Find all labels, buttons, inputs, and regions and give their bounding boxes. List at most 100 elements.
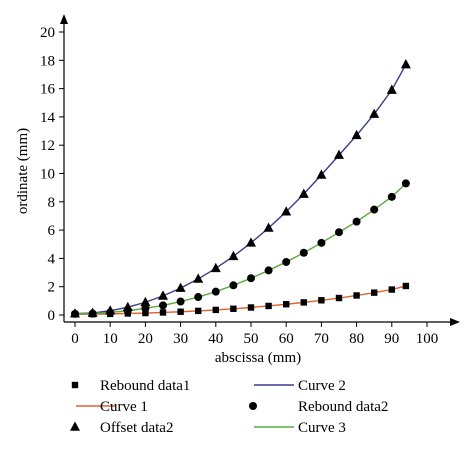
rebound-data2-point — [247, 274, 255, 283]
legend: Rebound data1 Curve 2 Curve 1 Rebound data2… — [70, 378, 388, 436]
rebound-data2-point — [401, 179, 410, 188]
rebound-data1-point — [265, 302, 272, 310]
rebound-data2-point — [106, 308, 115, 317]
rebound-data1-point — [247, 304, 255, 311]
x-tick-label: 60 — [279, 331, 294, 347]
axes — [60, 14, 460, 326]
rebound-data2-point — [335, 228, 343, 237]
y-tick-label: 8 — [48, 195, 56, 211]
legend-swatch — [249, 402, 257, 410]
x-tick-label: 10 — [103, 331, 118, 347]
rebound-data2-point — [123, 306, 132, 315]
legend-label: Curve 2 — [298, 378, 346, 394]
legend-item-curve-3: Curve 3 — [254, 420, 346, 436]
y-tick-label: 14 — [40, 110, 56, 126]
offset-data2-point — [175, 282, 186, 292]
rebound-data2-point — [211, 287, 220, 296]
offset-data2-point — [386, 84, 397, 94]
offset-data2-point — [298, 188, 309, 198]
rebound-data1-point — [230, 305, 237, 312]
x-ticks: 0 10 20 30 40 50 60 70 80 90 100 — [71, 322, 438, 347]
rebound-data2-point — [317, 238, 326, 247]
y-tick-label: 0 — [48, 308, 56, 324]
y-tick-label: 16 — [40, 82, 56, 98]
x-tick-label: 100 — [416, 331, 439, 347]
offset-data2-point — [400, 59, 411, 69]
rebound-data1-point — [371, 289, 378, 296]
legend-item-offset-data2: Offset data2 — [70, 420, 173, 436]
rebound-data1-point — [142, 309, 149, 317]
legend-item-rebound-data2: Rebound data2 — [249, 399, 388, 415]
x-tick-label: 90 — [384, 331, 399, 347]
rebound-data2-point — [141, 304, 150, 313]
offset-data2-point — [228, 250, 239, 261]
x-axis-title: abscissa (mm) — [215, 350, 301, 366]
x-axis-arrow — [450, 318, 460, 326]
legend-swatch — [71, 381, 79, 389]
x-tick-label: 20 — [138, 331, 153, 347]
x-tick-label: 0 — [71, 331, 79, 347]
series-lines — [74, 64, 407, 315]
legend-item-curve-1: Curve 1 — [76, 399, 148, 415]
offset-data2-point — [351, 129, 362, 140]
rebound-data2-point — [71, 309, 79, 318]
rebound-data1-point — [283, 301, 290, 308]
x-tick-label: 30 — [173, 331, 188, 347]
rebound-data1-point — [177, 308, 184, 315]
rebound-data2-point — [370, 205, 379, 214]
legend-label: Curve 1 — [100, 399, 148, 415]
rebound-data2-point — [387, 192, 396, 201]
rebound-data1-point — [195, 307, 202, 315]
offset-data2-point — [246, 237, 256, 247]
rebound-data2-point — [176, 297, 185, 306]
offset-data2-point — [193, 273, 204, 283]
y-tick-label: 20 — [40, 25, 55, 41]
rebound-data2-point — [352, 217, 361, 226]
legend-item-rebound-data1: Rebound data1 — [71, 378, 190, 394]
rebound-data1-point — [402, 282, 410, 290]
y-axis-arrow — [60, 14, 68, 24]
rebound-data2-point — [88, 309, 97, 318]
x-tick-label: 40 — [208, 331, 223, 347]
y-tick-label: 12 — [40, 138, 55, 154]
offset-data2-point — [210, 262, 221, 273]
legend-label: Rebound data1 — [100, 378, 190, 394]
rebound-data1-point — [212, 306, 219, 314]
rebound-data2-point — [194, 293, 203, 302]
y-tick-label: 10 — [40, 167, 55, 183]
series-markers — [70, 59, 411, 318]
rebound-data2-point — [282, 257, 291, 266]
rebound-data2-point — [159, 301, 167, 310]
rebound-data1-point — [353, 292, 360, 299]
offset-data2-point — [140, 296, 151, 307]
rebound-data1-point — [300, 299, 307, 306]
y-tick-label: 4 — [48, 251, 56, 267]
legend-item-curve-2: Curve 2 — [254, 378, 346, 394]
rebound-data2-point — [229, 281, 238, 290]
x-tick-label: 70 — [314, 331, 329, 347]
rebound-data1-point — [335, 294, 343, 302]
y-tick-label: 18 — [40, 53, 55, 69]
curve-2-line — [74, 64, 407, 315]
rebound-data1-point — [318, 297, 325, 304]
legend-label: Curve 3 — [298, 420, 346, 436]
rebound-data1-point — [388, 286, 395, 293]
rebound-data1-point — [159, 309, 167, 316]
legend-swatch — [70, 421, 80, 431]
offset-data2-point — [334, 149, 344, 159]
legend-label: Offset data2 — [100, 420, 173, 436]
offset-data2-point — [158, 290, 168, 300]
x-tick-label: 50 — [244, 331, 259, 347]
x-tick-label: 80 — [349, 331, 364, 347]
offset-data2-point — [263, 222, 274, 232]
legend-label: Rebound data2 — [298, 399, 388, 415]
y-tick-label: 6 — [48, 223, 56, 239]
y-tick-label: 2 — [48, 280, 56, 296]
offset-data2-point — [316, 169, 327, 179]
rebound-data2-point — [264, 266, 273, 275]
offset-data2-point — [369, 108, 380, 118]
y-ticks: 0 2 4 6 8 10 12 14 16 18 20 — [40, 25, 64, 324]
y-axis-title: ordinate (mm) — [15, 128, 31, 214]
offset-data2-point — [281, 206, 292, 216]
